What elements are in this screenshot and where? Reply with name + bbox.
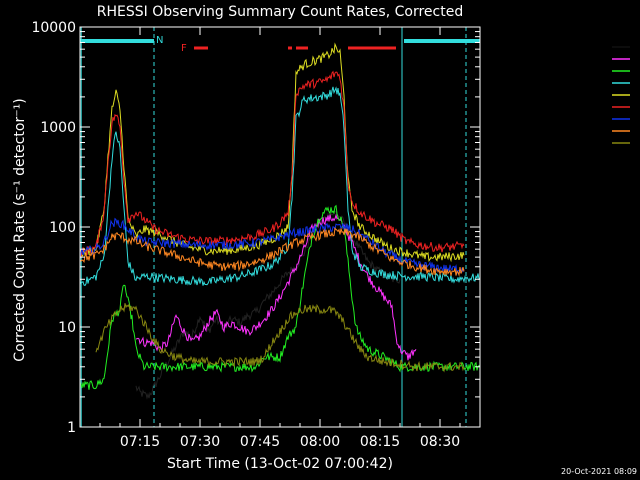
legend-label-1: 3 - 6 keV <box>557 41 606 54</box>
series-line-9 <box>95 303 465 373</box>
series-line-2 <box>135 213 417 361</box>
y-tick-label-2: 100 <box>49 220 76 236</box>
series-line-7 <box>79 217 465 275</box>
x-tick-label-2: 07:45 <box>240 434 280 450</box>
x-tick-label-3: 08:00 <box>300 434 340 450</box>
y-tick-label-3: 1000 <box>40 120 76 136</box>
annotation-flare: F <box>181 43 187 54</box>
generated-timestamp: 20-Oct-2021 08:09 <box>561 467 637 476</box>
legend-label-5: 50 - 100 keV <box>536 89 606 102</box>
legend-label-4: 25 - 50 keV <box>543 77 606 90</box>
legend-label-3: 12 - 25 keV <box>543 65 606 78</box>
series-line-8 <box>79 227 465 277</box>
series-line-4 <box>79 86 481 287</box>
axes: 07:15 07:30 07:45 08:00 08:15 08:30 1 10 100 1000… <box>31 20 481 450</box>
chart-title: RHESSI Observing Summary Count Rates, Co… <box>97 4 463 20</box>
legend-label-7: 300 - 800 keV <box>529 113 606 126</box>
x-tick-label-4: 08:15 <box>360 434 400 450</box>
plot-area: NF <box>79 27 481 427</box>
legend-label-6: 100 - 300 keV <box>529 101 606 114</box>
legend-header-line-2: Att 0 <box>602 27 628 40</box>
x-tick-label-0: 07:15 <box>120 434 160 450</box>
legend-header-line-1: Det 1,3,4,5,6,9, <box>542 15 628 28</box>
annotation-night: N <box>156 35 163 46</box>
y-tick-label-0: 1 <box>67 420 76 436</box>
x-tick-label-5: 08:30 <box>420 434 460 450</box>
series-line-1 <box>135 210 401 400</box>
x-axis-label: Start Time (13-Oct-02 07:00:42) <box>167 456 393 472</box>
series-line-5 <box>79 42 465 263</box>
series-line-3 <box>79 204 481 390</box>
legend-label-8: 800 - 7000 keV <box>522 125 606 138</box>
legend-label-2: 6 - 12 keV <box>550 53 606 66</box>
x-tick-label-1: 07:30 <box>180 434 220 450</box>
series-line-6 <box>79 70 465 258</box>
y-tick-label-4: 10000 <box>31 20 76 36</box>
y-tick-label-1: 10 <box>58 320 76 336</box>
y-axis-label: Corrected Count Rate (s⁻¹ detector⁻¹) <box>12 98 28 361</box>
legend-label-9: 7000 - 15000 keV <box>508 137 606 150</box>
